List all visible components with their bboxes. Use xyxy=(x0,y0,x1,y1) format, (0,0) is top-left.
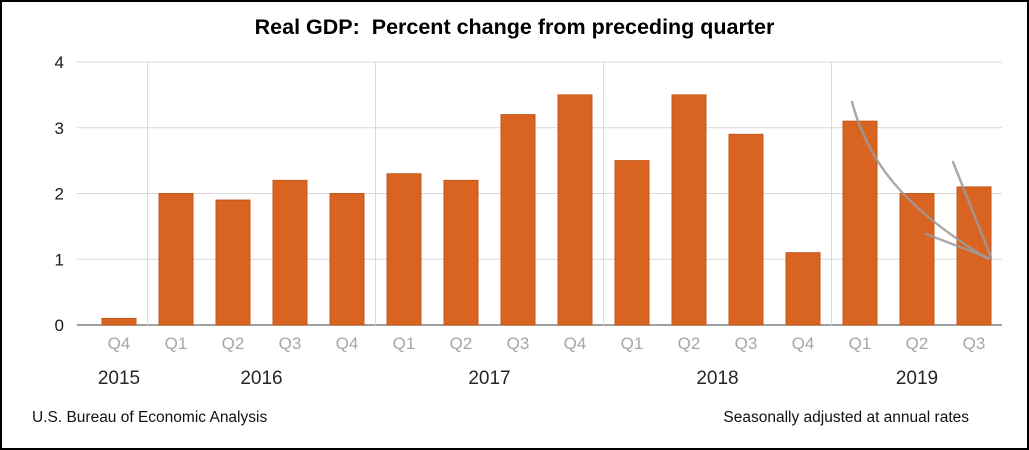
source-label: U.S. Bureau of Economic Analysis xyxy=(32,409,268,426)
bar-14 xyxy=(899,193,935,326)
x-tick-label: Q1 xyxy=(849,334,872,353)
x-tick-label: Q2 xyxy=(222,334,245,353)
gdp-bar-chart: 0 1 2 3 4 2015 2016 2017 2018 2019 Q4 Q1 Q2 Q3 Q4 Q1 Q2 Q… xyxy=(55,53,1002,389)
bar-6 xyxy=(443,179,479,326)
chart-footer: U.S. Bureau of Economic Analysis Seasona… xyxy=(2,402,1027,427)
y-tick-label: 4 xyxy=(55,53,64,72)
y-tick-label: 0 xyxy=(55,316,64,335)
bar-11 xyxy=(728,133,764,326)
x-tick-label: Q4 xyxy=(792,334,815,353)
bar-8 xyxy=(557,94,593,326)
x-tick-label: Q3 xyxy=(735,334,758,353)
chart-title: Real GDP: Percent change from preceding … xyxy=(254,15,775,39)
bar-10 xyxy=(671,94,707,326)
x-tick-label: Q4 xyxy=(108,334,131,353)
x-tick-label: Q1 xyxy=(393,334,416,353)
bar-1 xyxy=(158,193,194,326)
x-tick-label: Q1 xyxy=(165,334,188,353)
arrow-annotation xyxy=(924,232,991,260)
x-tick-label: Q4 xyxy=(564,334,587,353)
arrow-annotation xyxy=(951,160,993,259)
bar-5 xyxy=(386,173,422,326)
note-label: Seasonally adjusted at annual rates xyxy=(723,409,969,426)
year-label-2018: 2018 xyxy=(696,368,738,389)
x-tick-label: Q4 xyxy=(336,334,359,353)
x-tick-label: Q1 xyxy=(621,334,644,353)
year-label-2015: 2015 xyxy=(98,368,140,389)
year-label-2019: 2019 xyxy=(896,368,938,389)
bar-0 xyxy=(101,317,137,326)
bar-4 xyxy=(329,193,365,326)
y-tick-label: 2 xyxy=(55,185,64,204)
x-tick-label: Q3 xyxy=(963,334,986,353)
x-tick-label: Q2 xyxy=(678,334,701,353)
bar-7 xyxy=(500,114,536,326)
year-label-2016: 2016 xyxy=(240,368,282,389)
x-tick-label: Q3 xyxy=(279,334,302,353)
bar-13 xyxy=(842,120,878,326)
arrow-annotation xyxy=(850,100,990,261)
bar-9 xyxy=(614,160,650,326)
y-tick-label: 3 xyxy=(55,119,64,138)
year-label-2017: 2017 xyxy=(468,368,510,389)
bar-12 xyxy=(785,252,821,326)
bar-2 xyxy=(215,199,251,326)
x-tick-label: Q3 xyxy=(507,334,530,353)
y-tick-label: 1 xyxy=(55,250,64,269)
x-tick-label: Q2 xyxy=(906,334,929,353)
bar-3 xyxy=(272,179,308,326)
x-tick-label: Q2 xyxy=(450,334,473,353)
